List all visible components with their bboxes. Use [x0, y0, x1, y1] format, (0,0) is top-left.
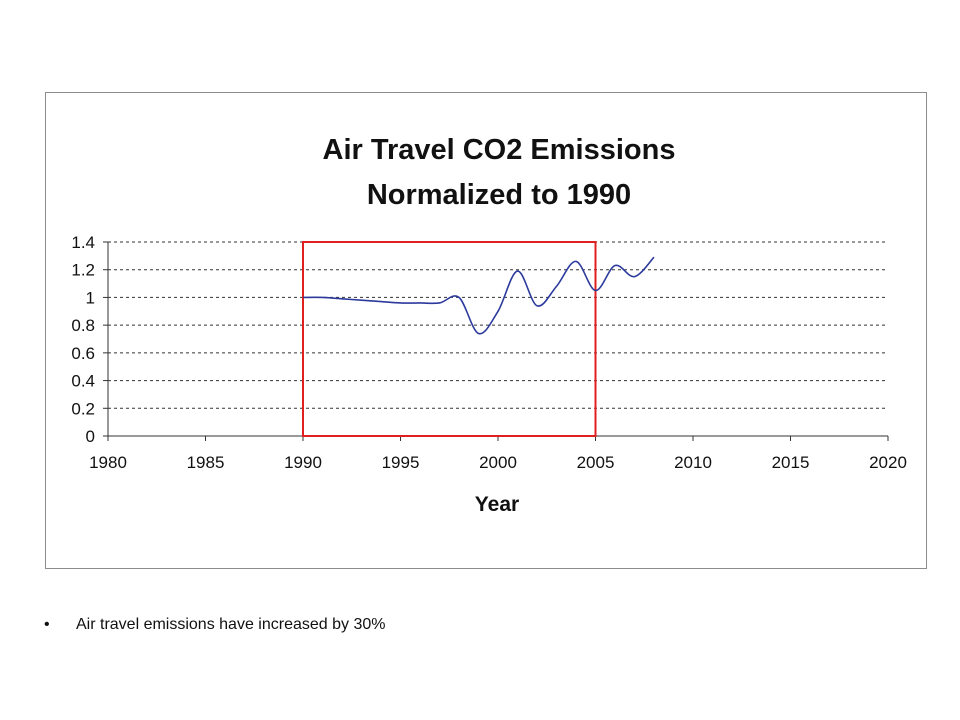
x-tick-label: 1985	[187, 453, 225, 472]
y-tick-label: 0	[86, 427, 95, 446]
gridlines	[108, 241, 888, 409]
y-tick-label: 1.4	[71, 233, 95, 252]
y-tick-label: 0.2	[71, 399, 95, 418]
x-tick-label: 2015	[772, 453, 810, 472]
x-axis-label: Year	[475, 493, 519, 516]
tick-labels: 0 0.2 0.4 0.6 0.8 1 1.2 1.4 1980 1985 1990 1995 2000…	[71, 233, 907, 472]
bullet-item: • Air travel emissions have increased by…	[44, 616, 385, 634]
x-tick-label: 2005	[577, 453, 615, 472]
axes	[103, 241, 889, 441]
x-tick-label: 1980	[89, 453, 127, 472]
x-tick-label: 2010	[674, 453, 712, 472]
bullet-text: Air travel emissions have increased by 3…	[76, 616, 386, 633]
x-tick-label: 2000	[479, 453, 517, 472]
y-tick-label: 1	[86, 288, 95, 307]
series-line	[302, 256, 655, 335]
y-tick-label: 0.8	[71, 316, 95, 335]
x-tick-label: 2020	[869, 453, 907, 472]
bullet-dot: •	[44, 616, 50, 633]
chart-frame: Air Travel CO2 Emissions Normalized to 1…	[45, 92, 927, 569]
x-tick-label: 1990	[284, 453, 322, 472]
y-tick-label: 0.6	[71, 344, 95, 363]
y-tick-label: 0.4	[71, 372, 95, 391]
chart-title-line-2: Normalized to 1990	[367, 179, 631, 211]
y-tick-label: 1.2	[71, 261, 95, 280]
chart-title-line-1: Air Travel CO2 Emissions	[323, 134, 676, 166]
x-tick-label: 1995	[382, 453, 420, 472]
series	[302, 256, 655, 335]
annotations	[302, 241, 597, 437]
highlight-rectangle	[302, 241, 597, 437]
chart-svg: Air Travel CO2 Emissions Normalized to 1…	[71, 134, 907, 516]
